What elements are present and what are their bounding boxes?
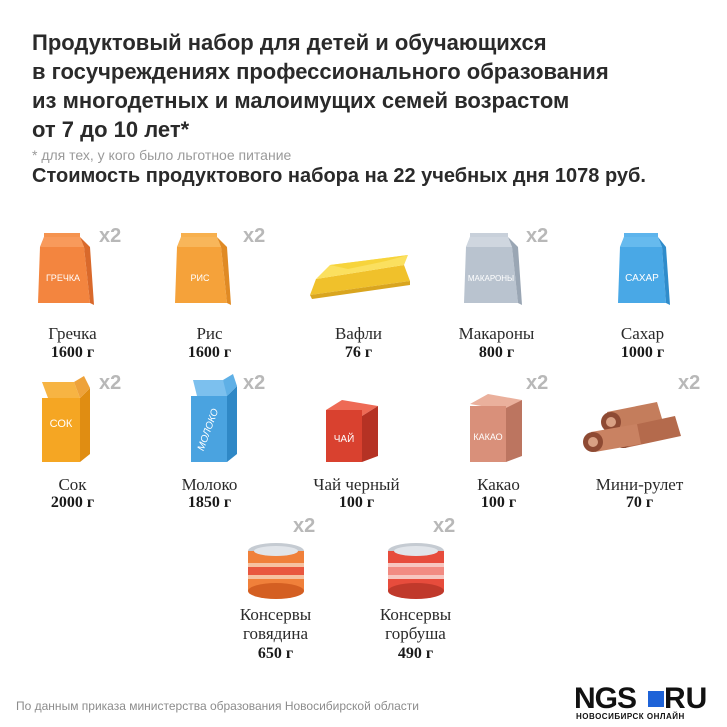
can-icon xyxy=(248,543,304,599)
multiplier: х2 xyxy=(293,515,316,537)
bag-label: МАКАРОНЫ xyxy=(468,274,514,283)
product-item-vafli: Вафли 76 г xyxy=(286,225,431,375)
item-weight: 800 г xyxy=(478,344,515,361)
box-label: КАКАО xyxy=(473,432,502,442)
item-name: Макароны xyxy=(458,324,535,343)
multiplier: х2 xyxy=(678,372,701,394)
cost-line: Стоимость продуктового набора на 22 учеб… xyxy=(32,165,646,187)
logo-text: NGS xyxy=(574,682,637,715)
item-name: Сок xyxy=(58,475,87,494)
item-name: Какао xyxy=(477,475,520,494)
item-weight: 1000 г xyxy=(620,344,665,361)
item-name: Мини-рулет xyxy=(595,475,684,494)
bag-label: САХАР xyxy=(625,273,659,284)
box-label: ЧАЙ xyxy=(334,432,355,445)
product-item-ris: РИС х2 Рис 1600 г xyxy=(137,225,282,375)
bag-icon: РИС xyxy=(175,233,231,305)
item-weight: 1850 г xyxy=(187,494,232,511)
product-item-grechka: ГРЕЧКА х2 Гречка 1600 г xyxy=(0,225,145,375)
bag-icon: МАКАРОНЫ xyxy=(464,233,522,305)
item-name: Гречка xyxy=(48,324,97,343)
product-item-moloko: МОЛОКО х2 Молоко 1850 г xyxy=(137,372,282,522)
product-item-chai: ЧАЙ Чай черный 100 г xyxy=(284,372,429,522)
item-weight: 70 г xyxy=(625,494,654,511)
ngs-logo[interactable]: NGS RU НОВОСИБИРСК ОНЛАЙН xyxy=(574,682,720,721)
item-weight: 2000 г xyxy=(50,494,95,511)
item-weight: 76 г xyxy=(344,344,373,361)
page-title: Продуктовый набор для детей и обучающихс… xyxy=(32,28,712,144)
item-weight: 490 г xyxy=(397,645,434,662)
product-item-mini-rulet: х2 Мини-рулет 70 г xyxy=(567,372,712,522)
wafer-icon xyxy=(310,255,410,299)
item-weight: 1600 г xyxy=(50,344,95,361)
product-item-konservy-gorbusha: х2 Консервы горбуша 490 г xyxy=(343,515,488,665)
logo-dot xyxy=(648,691,664,707)
item-name: Вафли xyxy=(334,324,383,343)
item-weight: 1600 г xyxy=(187,344,232,361)
roll-icon xyxy=(583,402,681,452)
box-icon: КАКАО xyxy=(470,394,522,462)
carton-icon: СОК xyxy=(42,376,90,462)
product-item-konservy-govyadina: х2 Консервы говядина 650 г xyxy=(203,515,348,665)
multiplier: х2 xyxy=(433,515,456,537)
multiplier: х2 xyxy=(526,372,549,394)
title-line: от 7 до 10 лет* xyxy=(32,117,190,142)
item-name: Молоко xyxy=(181,475,238,494)
item-weight: 100 г xyxy=(480,494,517,511)
box-icon: ЧАЙ xyxy=(326,400,378,462)
product-item-makarony: МАКАРОНЫ х2 Макароны 800 г xyxy=(424,225,569,375)
item-name: Рис xyxy=(196,324,223,343)
bag-label: РИС xyxy=(191,273,210,283)
bag-icon: ГРЕЧКА xyxy=(38,233,94,305)
multiplier: х2 xyxy=(243,372,266,394)
item-weight: 650 г xyxy=(257,645,294,662)
bag-icon: САХАР xyxy=(618,233,670,305)
multiplier: х2 xyxy=(243,225,266,247)
can-icon xyxy=(388,543,444,599)
multiplier: х2 xyxy=(99,372,122,394)
carton-icon: МОЛОКО xyxy=(191,374,237,462)
item-weight: 100 г xyxy=(338,494,375,511)
product-item-sahar: САХАР Сахар 1000 г xyxy=(570,225,715,375)
title-line: в госучреждениях профессионального образ… xyxy=(32,59,609,84)
bag-label: ГРЕЧКА xyxy=(46,273,80,283)
footnote: * для тех, у кого было льготное питание xyxy=(32,147,292,163)
item-name: Сахар xyxy=(620,324,665,343)
multiplier: х2 xyxy=(99,225,122,247)
item-name: Чай черный xyxy=(313,475,400,494)
product-item-sok: СОК х2 Сок 2000 г xyxy=(0,372,145,522)
title-line: Продуктовый набор для детей и обучающихс… xyxy=(32,30,547,55)
title-line: из многодетных и малоимущих семей возрас… xyxy=(32,88,570,113)
source-note: По данным приказа министерства образован… xyxy=(16,699,420,713)
item-name: Консервы горбуша xyxy=(379,605,452,643)
multiplier: х2 xyxy=(526,225,549,247)
logo-subtitle: НОВОСИБИРСК ОНЛАЙН xyxy=(576,712,685,721)
logo-text-ru: RU xyxy=(664,682,708,715)
product-item-kakao: КАКАО х2 Какао 100 г xyxy=(426,372,571,522)
item-name: Консервы говядина xyxy=(239,605,312,643)
carton-label: СОК xyxy=(50,418,73,430)
